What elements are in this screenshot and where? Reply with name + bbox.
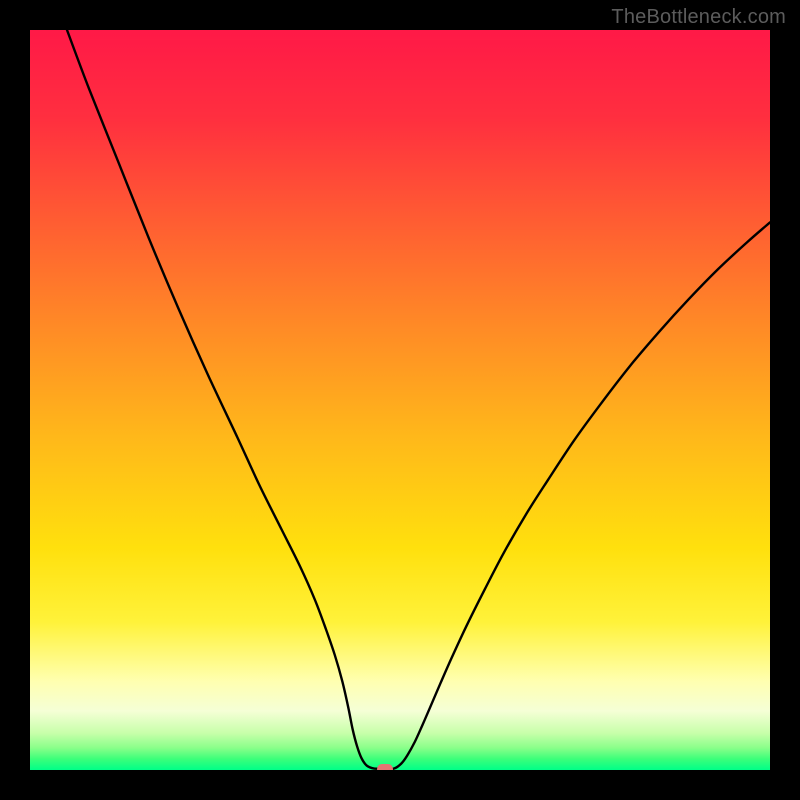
watermark-text: TheBottleneck.com bbox=[611, 6, 786, 29]
plot-area bbox=[30, 30, 770, 770]
minimum-marker bbox=[377, 764, 393, 770]
chart-frame: TheBottleneck.com bbox=[0, 0, 800, 800]
bottleneck-curve bbox=[67, 30, 770, 769]
curve-svg bbox=[30, 30, 770, 770]
